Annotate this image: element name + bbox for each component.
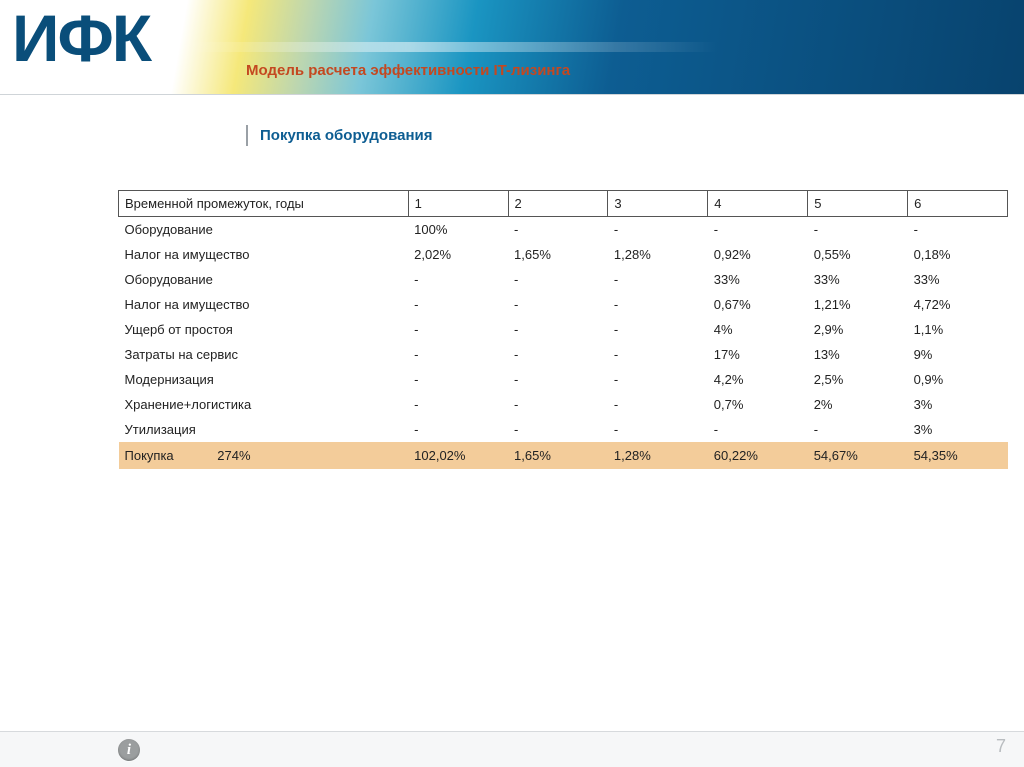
cell: 0,55%: [808, 242, 908, 267]
row-label: Налог на имущество: [119, 292, 409, 317]
cell: 0,92%: [708, 242, 808, 267]
summary-label-cell: Покупка 274%: [119, 442, 409, 469]
cell: 0,18%: [908, 242, 1008, 267]
cell: 1,65%: [508, 242, 608, 267]
page-number: 7: [996, 736, 1006, 757]
cell: -: [508, 217, 608, 243]
cell: -: [708, 417, 808, 442]
table-row: Утилизация-----3%: [119, 417, 1008, 442]
cell: 2,9%: [808, 317, 908, 342]
cell: 0,7%: [708, 392, 808, 417]
summary-cell: 60,22%: [708, 442, 808, 469]
subtitle: Покупка оборудования: [260, 127, 432, 144]
header-label: Временной промежуток, годы: [119, 191, 409, 217]
cell: 4,72%: [908, 292, 1008, 317]
cell: 33%: [708, 267, 808, 292]
year-5: 5: [808, 191, 908, 217]
year-6: 6: [908, 191, 1008, 217]
summary-cell: 102,02%: [408, 442, 508, 469]
header-banner: ИФК Модель расчета эффективности IT-лизи…: [0, 0, 1024, 95]
cell: -: [908, 217, 1008, 243]
cell: 1,21%: [808, 292, 908, 317]
cell: -: [608, 417, 708, 442]
cell: -: [408, 267, 508, 292]
summary-label: Покупка: [125, 448, 174, 463]
cell: -: [508, 292, 608, 317]
cell: -: [508, 317, 608, 342]
cell: -: [508, 367, 608, 392]
table-header-row: Временной промежуток, годы 1 2 3 4 5 6: [119, 191, 1008, 217]
cell: -: [608, 367, 708, 392]
row-label: Оборудование: [119, 217, 409, 243]
summary-cell: 54,67%: [808, 442, 908, 469]
summary-cell: 54,35%: [908, 442, 1008, 469]
row-label: Модернизация: [119, 367, 409, 392]
cell: 2,5%: [808, 367, 908, 392]
cell: 17%: [708, 342, 808, 367]
data-table: Временной промежуток, годы 1 2 3 4 5 6 О…: [118, 190, 1008, 469]
cell: 2%: [808, 392, 908, 417]
cell: -: [508, 417, 608, 442]
cell: -: [508, 342, 608, 367]
summary-row: Покупка 274% 102,02% 1,65% 1,28% 60,22% …: [119, 442, 1008, 469]
subtitle-block: Покупка оборудования: [246, 125, 432, 146]
table-row: Оборудование100%-----: [119, 217, 1008, 243]
cell: -: [608, 267, 708, 292]
cell: -: [408, 367, 508, 392]
table-row: Ущерб от простоя---4%2,9%1,1%: [119, 317, 1008, 342]
cell: 100%: [408, 217, 508, 243]
cell: -: [508, 267, 608, 292]
table-row: Налог на имущество2,02%1,65%1,28%0,92%0,…: [119, 242, 1008, 267]
cell: 33%: [808, 267, 908, 292]
cell: 3%: [908, 392, 1008, 417]
cell: -: [408, 292, 508, 317]
cell: -: [608, 342, 708, 367]
cell: 13%: [808, 342, 908, 367]
cell: 9%: [908, 342, 1008, 367]
cell: -: [808, 417, 908, 442]
row-label: Оборудование: [119, 267, 409, 292]
cell: -: [608, 292, 708, 317]
info-icon: i: [118, 739, 140, 761]
summary-cell: 1,28%: [608, 442, 708, 469]
cell: 0,9%: [908, 367, 1008, 392]
cell: 4,2%: [708, 367, 808, 392]
footer-bar: [0, 731, 1024, 767]
row-label: Утилизация: [119, 417, 409, 442]
table-row: Модернизация---4,2%2,5%0,9%: [119, 367, 1008, 392]
cell: -: [808, 217, 908, 243]
cell: 1,1%: [908, 317, 1008, 342]
year-1: 1: [408, 191, 508, 217]
year-3: 3: [608, 191, 708, 217]
cell: -: [408, 317, 508, 342]
row-label: Затраты на сервис: [119, 342, 409, 367]
summary-cell: 1,65%: [508, 442, 608, 469]
cell: -: [608, 392, 708, 417]
cell: -: [508, 392, 608, 417]
slide-title: Модель расчета эффективности IT-лизинга: [246, 62, 570, 79]
row-label: Ущерб от простоя: [119, 317, 409, 342]
row-label: Налог на имущество: [119, 242, 409, 267]
table-row: Оборудование---33%33%33%: [119, 267, 1008, 292]
cell: 4%: [708, 317, 808, 342]
table-row: Затраты на сервис---17%13%9%: [119, 342, 1008, 367]
cell: 0,67%: [708, 292, 808, 317]
cell: -: [408, 392, 508, 417]
cell: -: [708, 217, 808, 243]
year-4: 4: [708, 191, 808, 217]
cell: -: [608, 317, 708, 342]
cell: 1,28%: [608, 242, 708, 267]
cell: 3%: [908, 417, 1008, 442]
cell: -: [408, 417, 508, 442]
table-row: Налог на имущество---0,67%1,21%4,72%: [119, 292, 1008, 317]
logo-text: ИФК: [12, 0, 150, 76]
cell: 2,02%: [408, 242, 508, 267]
row-label: Хранение+логистика: [119, 392, 409, 417]
cell: 33%: [908, 267, 1008, 292]
year-2: 2: [508, 191, 608, 217]
summary-total: 274%: [217, 448, 250, 463]
cell: -: [408, 342, 508, 367]
cell: -: [608, 217, 708, 243]
table-row: Хранение+логистика---0,7%2%3%: [119, 392, 1008, 417]
